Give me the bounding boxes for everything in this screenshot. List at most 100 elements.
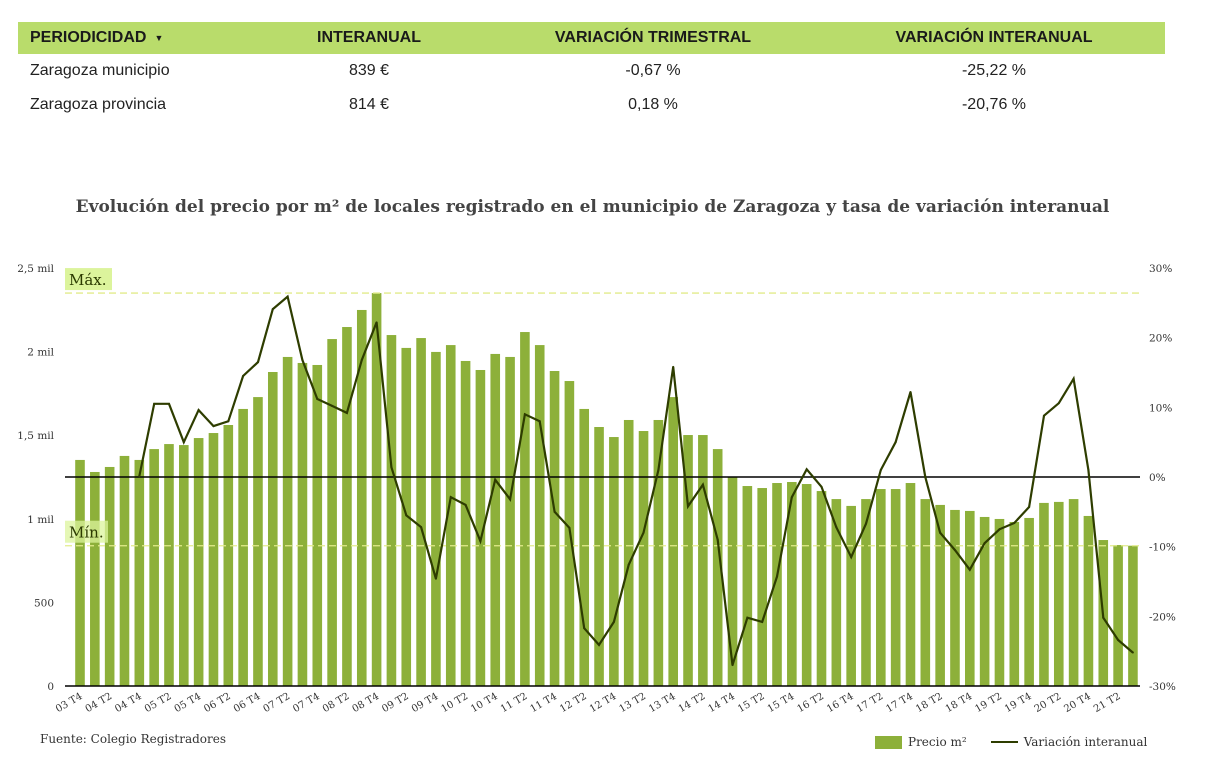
variation-point <box>390 466 393 469</box>
bar <box>104 466 115 686</box>
variation-point <box>983 542 986 545</box>
bar <box>253 397 263 686</box>
x-tick-label: 20 T4 <box>1062 691 1093 715</box>
bar <box>594 427 604 686</box>
variation-point <box>375 321 378 324</box>
bar <box>490 353 501 686</box>
bar <box>431 351 441 686</box>
x-tick-label: 10 T2 <box>440 691 471 715</box>
variation-point <box>835 526 838 529</box>
variation-point <box>1013 521 1016 524</box>
variation-point <box>642 531 645 534</box>
bar <box>342 327 352 686</box>
bar <box>935 504 945 686</box>
bar <box>282 356 293 686</box>
bar <box>505 356 515 686</box>
cell-name: Zaragoza provincia <box>30 96 167 113</box>
bar <box>653 419 664 686</box>
variation-point <box>420 526 423 529</box>
variation-point <box>790 496 793 499</box>
header-variacion-trimestral: VARIACIÓN TRIMESTRAL <box>554 29 752 46</box>
bar <box>267 371 278 686</box>
bar <box>208 433 219 686</box>
variation-point <box>761 620 764 623</box>
variation-point <box>612 620 615 623</box>
x-tick-label: 12 T2 <box>558 691 589 715</box>
x-tick-label: 14 T4 <box>706 691 737 715</box>
x-tick-label: 04 T4 <box>113 691 144 715</box>
bar <box>668 397 678 686</box>
bar <box>920 499 931 686</box>
header-periodicidad[interactable]: PERIODICIDAD ▼ <box>30 29 164 46</box>
bar <box>801 484 812 686</box>
variation-point <box>538 420 541 423</box>
variation-point <box>1087 469 1090 472</box>
bar <box>994 518 1005 686</box>
variation-point <box>879 469 882 472</box>
cell-var-interanual: -20,76 % <box>961 96 1027 113</box>
bar <box>371 293 382 686</box>
bar <box>223 425 234 686</box>
x-tick-label: 04 T2 <box>84 691 115 715</box>
x-tick-label: 17 T4 <box>884 691 915 715</box>
x-tick-label: 12 T4 <box>588 691 619 715</box>
header-variacion-interanual: VARIACIÓN INTERANUAL <box>895 29 1093 46</box>
caret-down-icon[interactable]: ▼ <box>154 32 164 43</box>
legend-line-swatch <box>990 741 1018 743</box>
bar <box>950 509 960 686</box>
left-tick-label: 1,5 mil <box>17 430 54 442</box>
variation-point <box>523 413 526 416</box>
variation-point <box>553 510 556 513</box>
variation-point <box>820 485 823 488</box>
left-tick-label: 2,5 mil <box>17 263 54 275</box>
bar <box>1053 501 1064 686</box>
bar <box>238 408 248 686</box>
variation-point <box>598 643 601 646</box>
x-tick-label: 15 T2 <box>736 691 767 715</box>
right-tick-label: -20% <box>1149 611 1176 623</box>
variation-point <box>909 391 912 394</box>
bar <box>757 488 767 686</box>
variation-point <box>924 476 927 478</box>
bar <box>1128 545 1138 686</box>
x-tick-label: 15 T4 <box>766 691 797 715</box>
bar <box>831 499 842 686</box>
bar <box>579 408 590 686</box>
bar <box>816 491 827 686</box>
variation-point <box>1131 651 1134 654</box>
variation-point <box>627 563 630 566</box>
cell-interanual: 814 € <box>348 96 390 113</box>
bar <box>979 516 990 686</box>
variation-point <box>301 358 304 361</box>
x-tick-label: 07 T2 <box>262 691 293 715</box>
bar <box>386 335 397 686</box>
variation-point <box>701 483 704 486</box>
bar <box>179 445 189 686</box>
x-tick-label: 05 T4 <box>173 691 204 715</box>
variation-point <box>405 514 408 517</box>
variation-point <box>864 522 867 525</box>
variation-point <box>939 531 942 534</box>
table-header: PERIODICIDAD ▼ INTERANUAL VARIACIÓN TRIME… <box>18 22 1165 54</box>
header-interanual: INTERANUAL <box>317 29 421 46</box>
bar <box>698 435 708 686</box>
bar <box>445 345 456 686</box>
x-tick-label: 19 T4 <box>1003 691 1034 715</box>
bar <box>905 483 916 686</box>
bar <box>1083 515 1094 686</box>
left-tick-label: 1 mil <box>27 514 54 526</box>
x-tick-label: 09 T4 <box>410 691 441 715</box>
cell-var-interanual: -25,22 % <box>961 62 1027 79</box>
x-tick-label: 06 T2 <box>202 691 233 715</box>
bar <box>890 489 901 686</box>
bar <box>712 449 723 686</box>
variation-point <box>316 397 319 400</box>
variation-point <box>464 503 467 506</box>
bar <box>846 505 856 686</box>
legend-bar-swatch <box>875 735 902 749</box>
variation-point <box>894 441 897 444</box>
x-tick-label: 11 T2 <box>499 691 530 715</box>
source-note: Fuente: Colegio Registradores <box>40 732 226 746</box>
right-tick-label: 30% <box>1149 263 1172 275</box>
